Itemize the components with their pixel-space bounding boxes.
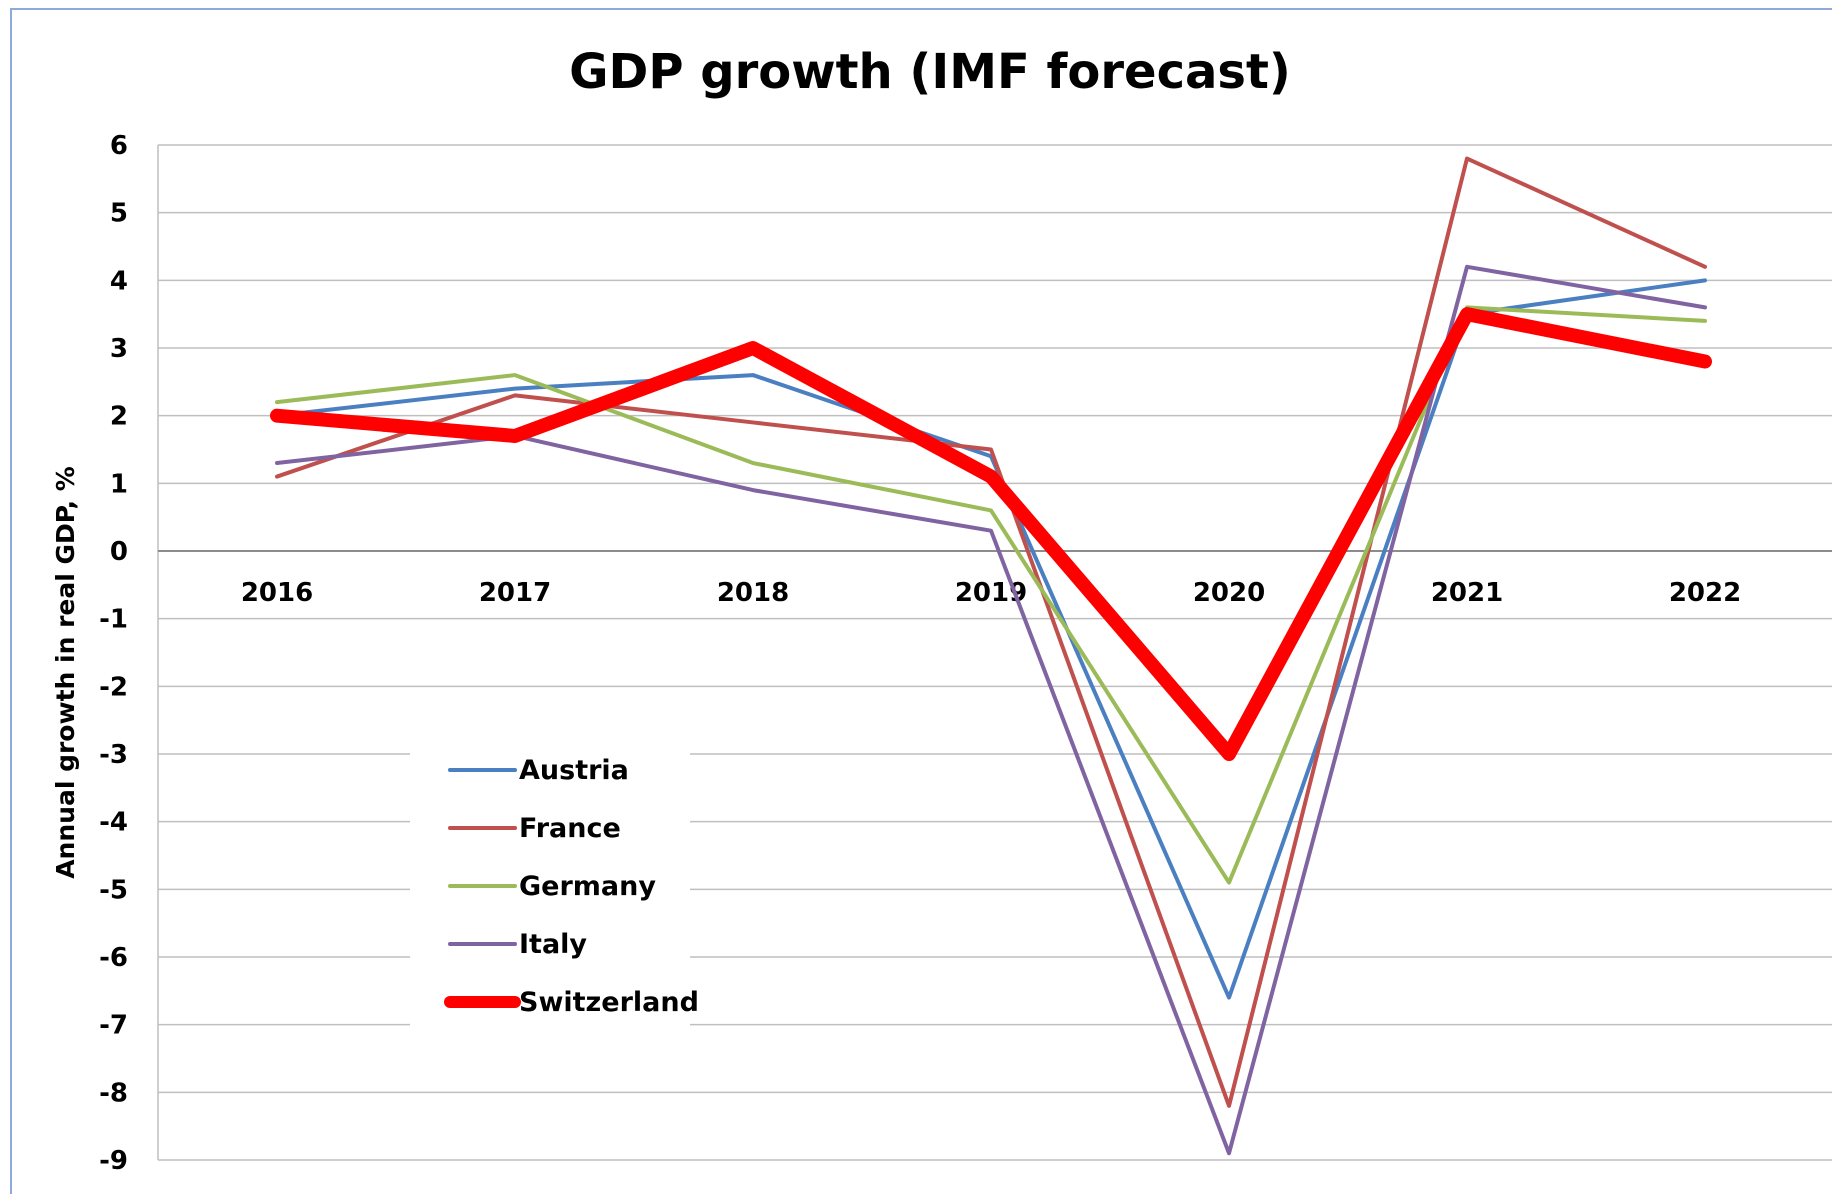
y-tick-label: -5 [99, 875, 128, 905]
y-tick-label: -4 [99, 808, 128, 838]
chart-frame [10, 8, 1832, 1194]
y-tick-label: -7 [99, 1011, 128, 1041]
y-tick-label: 2 [110, 402, 128, 432]
x-tick-label: 2022 [1669, 578, 1741, 608]
series-line-france [275, 156, 1707, 1108]
y-tick-label: -2 [99, 672, 128, 702]
y-tick-label: -1 [99, 605, 128, 635]
x-tick-label: 2021 [1431, 578, 1503, 608]
y-tick-label: 6 [110, 131, 128, 161]
y-axis-ticks: 6 5 4 3 2 1 0 -1 -2 -3 -4 -5 -6 -7 -8 -9 [99, 131, 128, 1176]
legend-label-germany: Germany [519, 871, 656, 902]
legend-label-switzerland: Switzerland [519, 987, 699, 1018]
legend: Austria France Germany Italy Switzerland [410, 730, 699, 1035]
y-tick-label: -9 [99, 1146, 128, 1176]
y-tick-label: 5 [110, 199, 128, 229]
x-tick-label: 2016 [241, 578, 313, 608]
y-tick-label: 4 [110, 266, 128, 296]
x-tick-label: 2017 [479, 578, 551, 608]
legend-label-austria: Austria [519, 755, 629, 786]
x-tick-label: 2018 [717, 578, 789, 608]
y-tick-label: 1 [110, 469, 128, 499]
y-tick-label: -6 [99, 943, 128, 973]
y-axis-label: Annual growth in real GDP, % [51, 466, 80, 879]
legend-background [410, 730, 690, 1035]
y-tick-label: -8 [99, 1078, 128, 1108]
series-lines [270, 156, 1712, 1156]
legend-label-france: France [519, 813, 621, 844]
x-tick-label: 2020 [1193, 578, 1265, 608]
legend-label-italy: Italy [519, 929, 587, 960]
y-tick-label: -3 [99, 740, 128, 770]
y-tick-label: 0 [110, 537, 128, 567]
chart-title: GDP growth (IMF forecast) [569, 44, 1291, 100]
x-axis-ticks: 2016 2017 2018 2019 2020 2021 2022 [241, 578, 1741, 608]
y-tick-label: 3 [110, 334, 128, 364]
series-line-switzerland [270, 307, 1712, 761]
